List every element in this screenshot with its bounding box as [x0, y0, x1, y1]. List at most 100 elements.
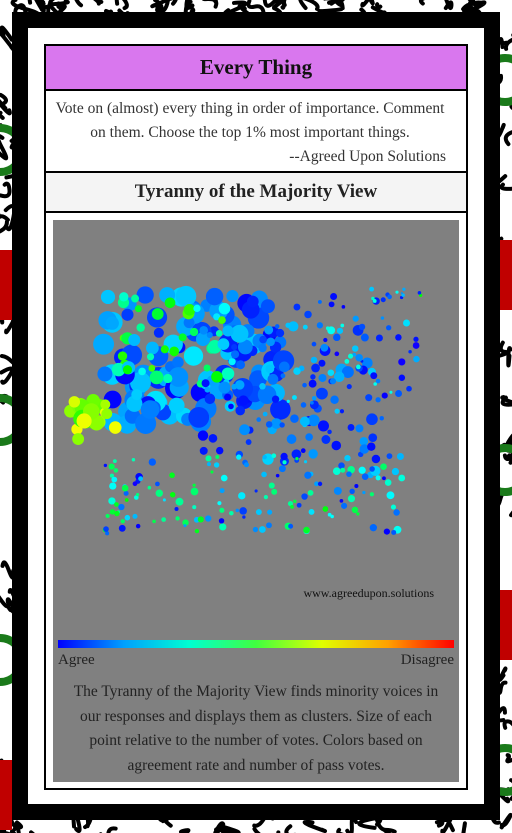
point	[359, 444, 370, 454]
point	[229, 510, 234, 516]
point	[93, 333, 115, 355]
point	[412, 342, 420, 349]
point	[135, 523, 141, 529]
point	[303, 460, 308, 464]
point	[146, 341, 159, 355]
point	[103, 526, 109, 532]
squiggle	[503, 33, 512, 51]
point	[252, 526, 259, 533]
point	[307, 414, 320, 427]
point	[211, 371, 223, 383]
point	[368, 433, 378, 443]
point	[274, 324, 280, 329]
squiggle	[74, 0, 84, 8]
point	[111, 362, 126, 377]
point	[336, 327, 344, 334]
point	[112, 459, 117, 464]
point	[210, 470, 214, 474]
point	[310, 400, 314, 405]
squiggle	[150, 0, 178, 9]
squiggle	[502, 451, 512, 465]
point	[271, 418, 282, 429]
point	[355, 353, 363, 362]
point	[124, 514, 131, 521]
point	[310, 356, 318, 364]
point	[355, 424, 364, 433]
squiggle	[497, 666, 508, 682]
point	[259, 383, 266, 390]
point	[271, 488, 278, 495]
point	[403, 319, 411, 327]
point	[339, 409, 345, 414]
point	[132, 513, 138, 519]
point	[147, 485, 152, 490]
point	[402, 287, 406, 291]
point	[119, 292, 129, 302]
point	[76, 413, 92, 429]
point	[218, 302, 231, 315]
point	[109, 473, 114, 478]
point	[302, 324, 308, 330]
point	[201, 379, 210, 388]
legend-high: Disagree	[400, 652, 454, 668]
point	[160, 345, 169, 354]
point	[108, 463, 115, 470]
point	[278, 361, 290, 373]
squiggle	[375, 818, 397, 833]
point	[346, 471, 352, 477]
point	[205, 287, 224, 306]
point	[100, 399, 111, 410]
point	[282, 460, 287, 465]
point	[109, 509, 116, 515]
point	[390, 504, 397, 510]
point	[344, 454, 351, 462]
point	[395, 334, 402, 341]
point	[228, 403, 234, 410]
point	[358, 323, 366, 331]
point	[398, 474, 406, 482]
point	[371, 454, 381, 464]
cluster-plot	[64, 285, 423, 536]
squiggle	[0, 134, 9, 161]
point	[230, 324, 249, 343]
point	[246, 295, 259, 308]
point	[288, 321, 299, 332]
point	[168, 367, 189, 387]
description: Vote on (almost) every thing in order of…	[46, 91, 466, 173]
point	[189, 327, 199, 337]
point	[314, 481, 319, 487]
point	[219, 507, 225, 513]
point	[300, 448, 306, 454]
point	[263, 495, 268, 500]
point	[204, 386, 211, 393]
point	[367, 442, 376, 451]
point	[381, 392, 388, 399]
squiggle	[0, 366, 15, 385]
point	[151, 308, 164, 320]
point	[356, 512, 360, 516]
point	[279, 465, 286, 473]
point	[260, 299, 275, 314]
point	[360, 333, 369, 342]
point	[161, 517, 167, 522]
point	[239, 507, 247, 515]
point	[108, 421, 122, 434]
point	[258, 343, 267, 353]
squiggle	[284, 824, 293, 833]
point	[118, 524, 126, 532]
point	[218, 518, 225, 524]
point	[383, 528, 390, 535]
point	[280, 373, 286, 379]
squiggle	[333, 0, 346, 6]
point	[122, 365, 133, 375]
point	[236, 360, 246, 370]
point	[183, 524, 187, 528]
point	[132, 481, 138, 487]
point	[133, 495, 139, 500]
point	[327, 429, 332, 435]
point	[333, 333, 341, 342]
point	[228, 358, 236, 366]
point	[219, 488, 225, 494]
point	[183, 346, 204, 366]
point	[262, 454, 267, 460]
